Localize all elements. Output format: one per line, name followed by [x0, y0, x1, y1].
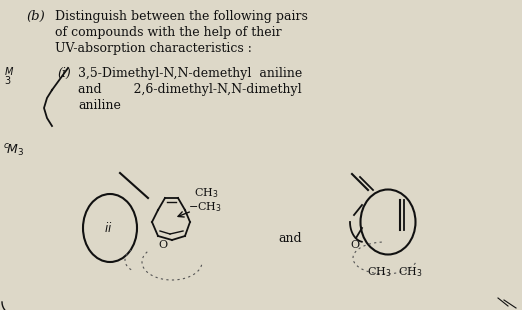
Text: and: and: [278, 232, 302, 245]
Text: CH$_3$: CH$_3$: [398, 265, 423, 279]
Text: $^M_3$: $^M_3$: [4, 65, 14, 88]
Text: O: O: [158, 240, 167, 250]
Text: and        2,6-dimethyl-N,N-dimethyl: and 2,6-dimethyl-N,N-dimethyl: [78, 83, 302, 96]
Text: Distinguish between the following pairs: Distinguish between the following pairs: [55, 10, 308, 23]
Text: (i): (i): [57, 67, 71, 80]
Text: $^c\!M_3$: $^c\!M_3$: [3, 143, 24, 159]
Text: O: O: [350, 240, 359, 250]
Text: of compounds with the help of their: of compounds with the help of their: [55, 26, 282, 39]
Text: $ii$: $ii$: [104, 221, 112, 235]
Text: UV-absorption characteristics :: UV-absorption characteristics :: [55, 42, 252, 55]
Text: 3,5-Dimethyl-N,N-demethyl  aniline: 3,5-Dimethyl-N,N-demethyl aniline: [78, 67, 302, 80]
Text: aniline: aniline: [78, 99, 121, 112]
Text: (b): (b): [26, 10, 45, 23]
Text: CH$_3$: CH$_3$: [367, 265, 392, 279]
Text: $-$CH$_3$: $-$CH$_3$: [188, 200, 222, 214]
Text: CH$_3$: CH$_3$: [194, 186, 219, 200]
